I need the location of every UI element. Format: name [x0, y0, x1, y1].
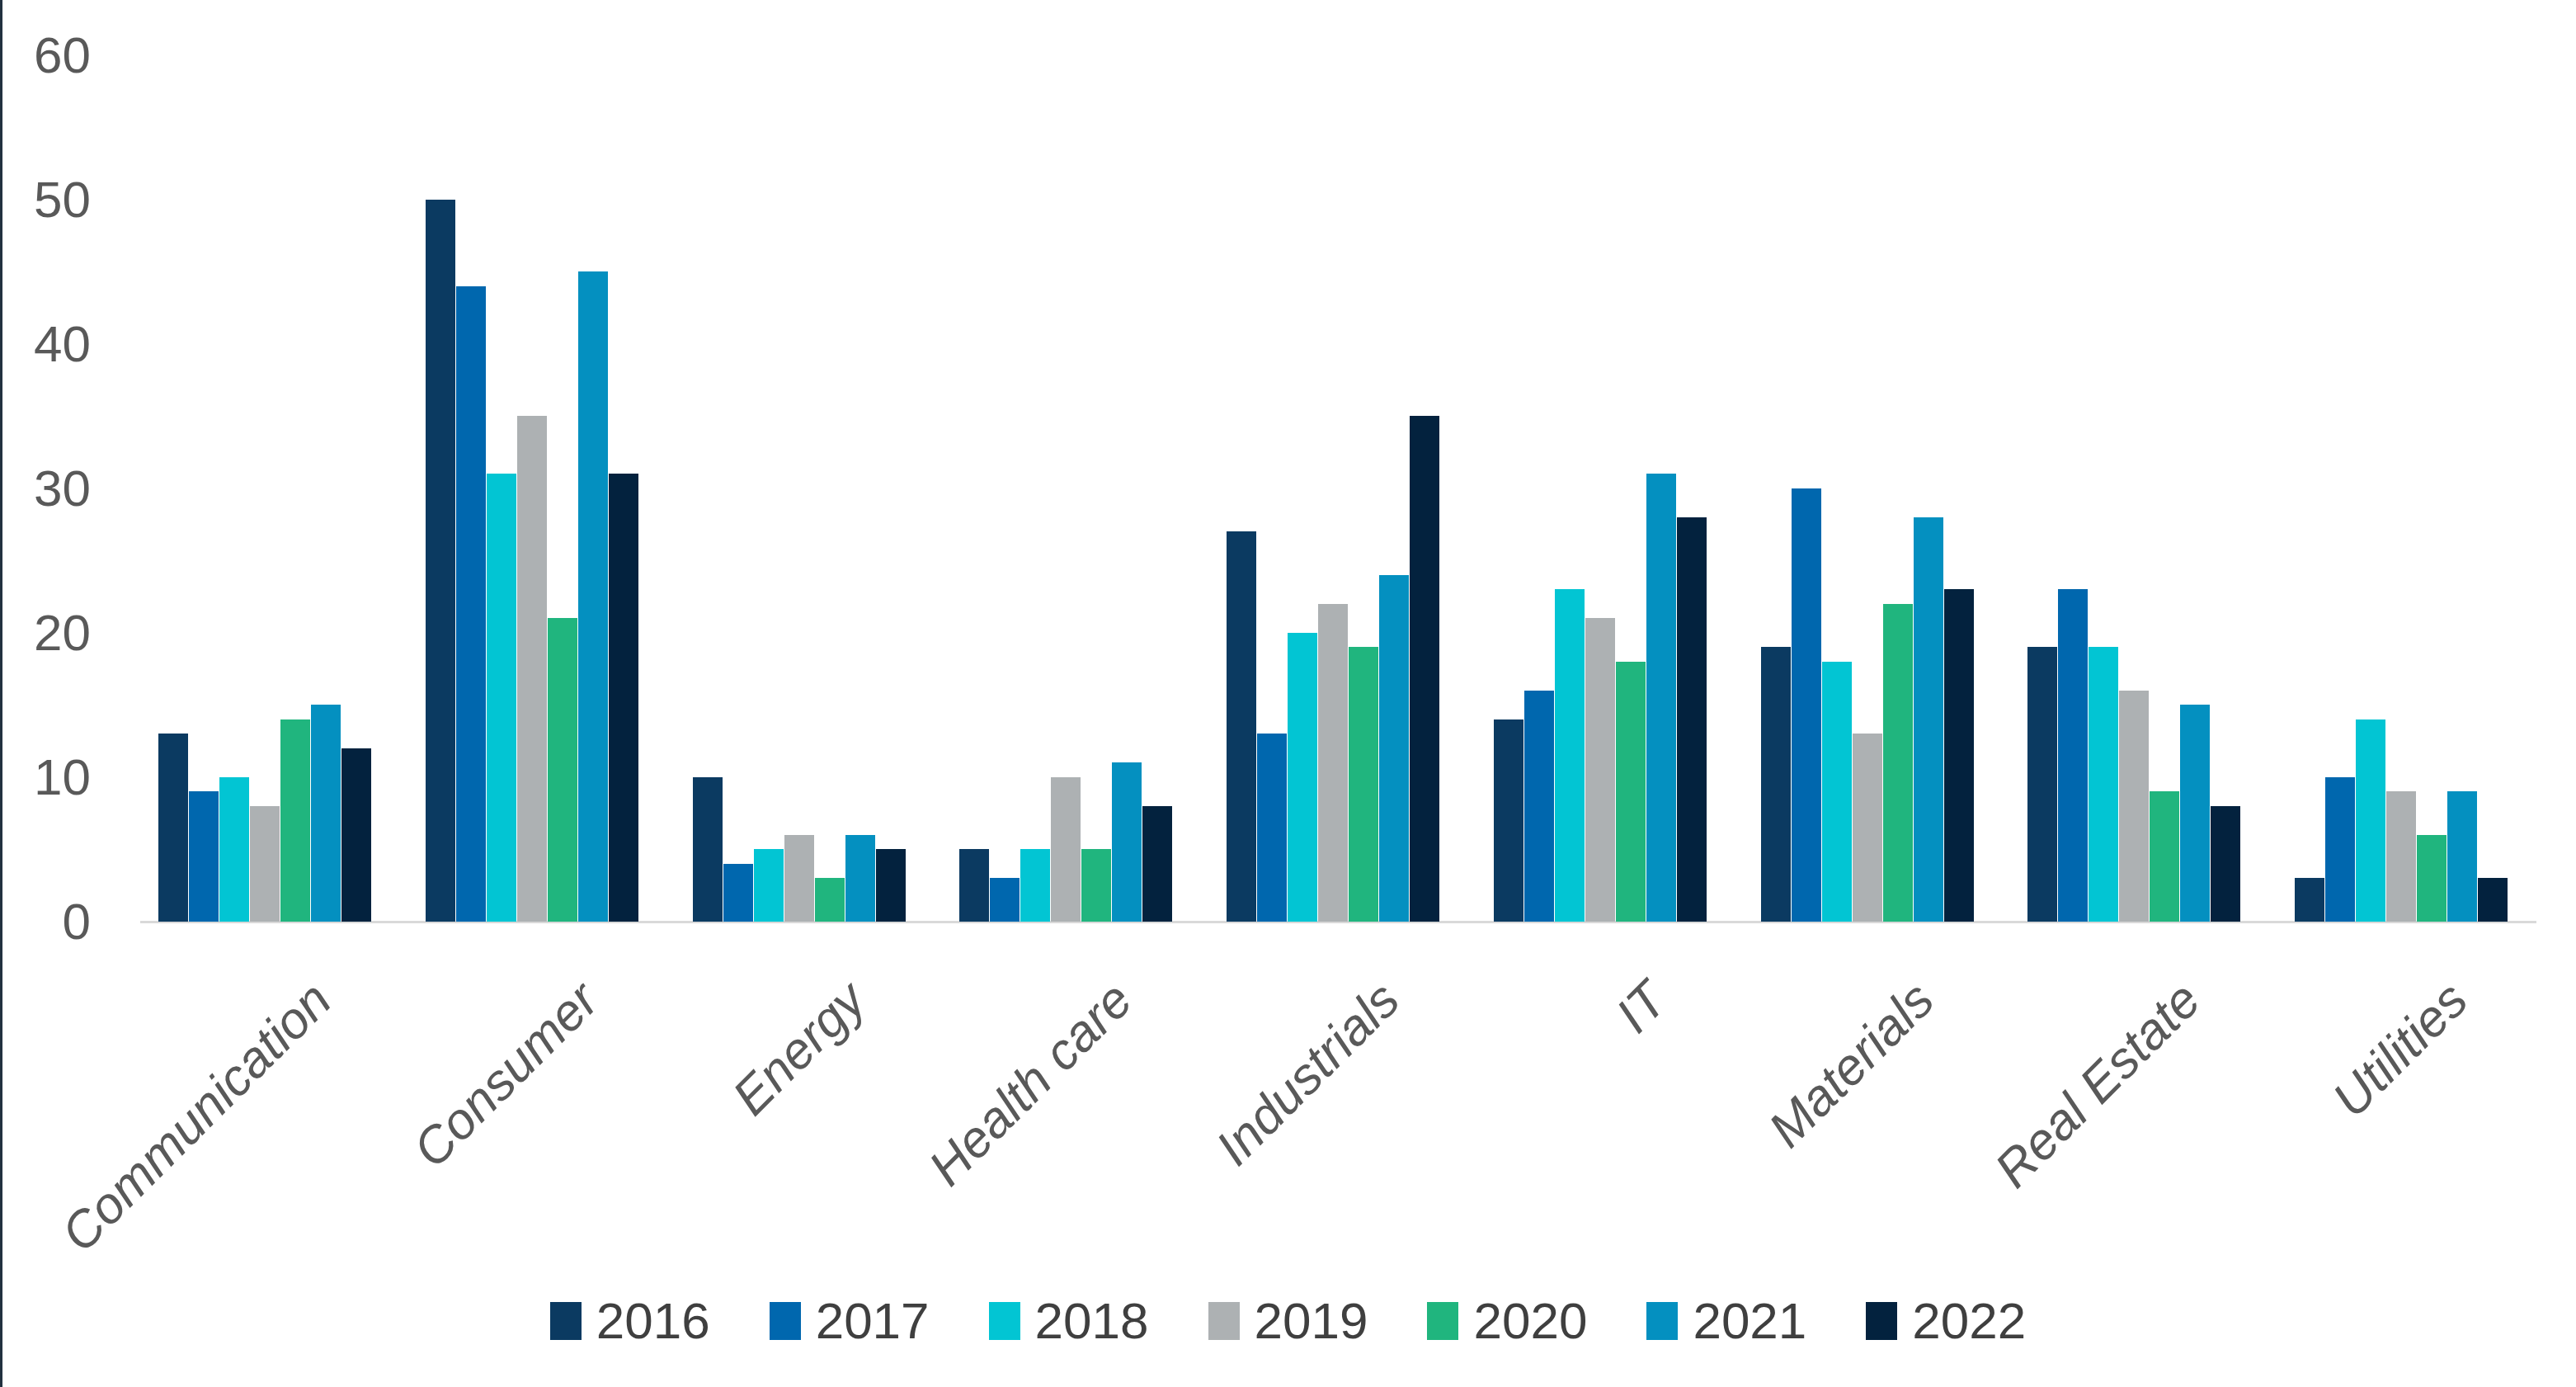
- bar-2020-materials: [1883, 604, 1913, 922]
- bar-2018-health-care: [1020, 849, 1050, 922]
- y-tick-label: 60: [0, 26, 94, 84]
- bar-2021-utilities: [2447, 791, 2477, 922]
- bar-2022-industrials: [1410, 416, 1439, 922]
- y-tick-label: 40: [0, 315, 94, 373]
- bar-2022-communication: [341, 748, 371, 922]
- legend-swatch-2019: [1208, 1302, 1240, 1340]
- bar-2016-energy: [693, 777, 723, 922]
- legend-swatch-2021: [1646, 1302, 1678, 1340]
- bar-2018-it: [1555, 589, 1585, 922]
- bar-2017-real-estate: [2058, 589, 2088, 922]
- bar-2018-real-estate: [2089, 647, 2118, 922]
- y-tick-label: 50: [0, 171, 94, 229]
- bar-2018-materials: [1822, 662, 1852, 922]
- bar-2016-consumer: [426, 200, 455, 922]
- bar-2020-health-care: [1081, 849, 1111, 922]
- legend-swatch-2016: [550, 1302, 582, 1340]
- legend-item-2018: 2018: [989, 1292, 1149, 1350]
- bar-2022-materials: [1944, 589, 1974, 922]
- legend: 2016 2017 2018 2019 2020 2021 2022: [0, 1284, 2576, 1358]
- bar-2020-industrials: [1349, 647, 1378, 922]
- bar-2017-consumer: [456, 286, 486, 922]
- bar-2019-energy: [784, 835, 814, 922]
- y-tick-label: 10: [0, 748, 94, 806]
- bar-2017-materials: [1792, 488, 1821, 922]
- bar-2019-utilities: [2386, 791, 2416, 922]
- bar-2018-energy: [754, 849, 784, 922]
- bar-2019-communication: [250, 806, 280, 922]
- bar-2022-real-estate: [2211, 806, 2240, 922]
- legend-label: 2019: [1255, 1292, 1368, 1350]
- bar-2016-industrials: [1227, 531, 1256, 922]
- bar-2020-communication: [280, 719, 310, 922]
- legend-swatch-2018: [989, 1302, 1020, 1340]
- bar-2017-it: [1524, 691, 1554, 922]
- bar-2021-industrials: [1379, 575, 1409, 922]
- bar-2020-real-estate: [2150, 791, 2179, 922]
- legend-label: 2022: [1912, 1292, 2026, 1350]
- bar-2021-materials: [1914, 517, 1943, 922]
- bar-2017-industrials: [1257, 734, 1287, 922]
- bar-2016-communication: [158, 734, 188, 922]
- bar-2021-it: [1646, 474, 1676, 922]
- legend-item-2020: 2020: [1427, 1292, 1587, 1350]
- bar-2022-health-care: [1142, 806, 1172, 922]
- bar-2021-consumer: [578, 271, 608, 922]
- legend-item-2019: 2019: [1208, 1292, 1368, 1350]
- plot-area: 0102030405060CommunicationConsumerEnergy…: [0, 0, 2576, 1387]
- y-tick-label: 0: [0, 893, 94, 951]
- bar-2022-it: [1677, 517, 1707, 922]
- bar-2017-health-care: [990, 878, 1020, 922]
- bar-2021-energy: [845, 835, 875, 922]
- bar-2019-industrials: [1318, 604, 1348, 922]
- bar-2016-health-care: [959, 849, 989, 922]
- legend-swatch-2020: [1427, 1302, 1458, 1340]
- legend-swatch-2017: [770, 1302, 801, 1340]
- bar-2022-utilities: [2478, 878, 2508, 922]
- bar-2018-utilities: [2356, 719, 2385, 922]
- legend-label: 2017: [816, 1292, 930, 1350]
- bar-2017-communication: [189, 791, 219, 922]
- grouped-bar-chart: 0102030405060CommunicationConsumerEnergy…: [0, 0, 2576, 1387]
- bar-2017-utilities: [2325, 777, 2355, 922]
- legend-item-2017: 2017: [770, 1292, 930, 1350]
- bar-2021-real-estate: [2180, 705, 2210, 922]
- bar-2020-consumer: [548, 618, 577, 922]
- bar-2021-communication: [311, 705, 341, 922]
- bar-2016-real-estate: [2027, 647, 2057, 922]
- legend-swatch-2022: [1866, 1302, 1897, 1340]
- bar-2020-it: [1616, 662, 1646, 922]
- bar-2018-communication: [219, 777, 249, 922]
- bar-2022-consumer: [609, 474, 638, 922]
- y-tick-label: 20: [0, 604, 94, 662]
- bar-2016-it: [1494, 719, 1523, 922]
- bar-2020-utilities: [2417, 835, 2446, 922]
- legend-label: 2021: [1693, 1292, 1806, 1350]
- legend-label: 2016: [596, 1292, 710, 1350]
- bar-2018-industrials: [1288, 633, 1317, 922]
- legend-item-2021: 2021: [1646, 1292, 1806, 1350]
- bar-2022-energy: [876, 849, 906, 922]
- bar-2019-real-estate: [2119, 691, 2149, 922]
- legend-label: 2018: [1035, 1292, 1149, 1350]
- legend-label: 2020: [1473, 1292, 1587, 1350]
- bar-2020-energy: [815, 878, 845, 922]
- y-tick-label: 30: [0, 460, 94, 517]
- bar-2016-materials: [1761, 647, 1791, 922]
- bar-2019-consumer: [517, 416, 547, 922]
- bar-2019-it: [1585, 618, 1615, 922]
- bar-2019-materials: [1853, 734, 1882, 922]
- bar-2021-health-care: [1112, 762, 1142, 922]
- bar-2017-energy: [723, 864, 753, 922]
- bar-2018-consumer: [487, 474, 516, 922]
- bar-2016-utilities: [2295, 878, 2324, 922]
- legend-item-2016: 2016: [550, 1292, 710, 1350]
- legend-item-2022: 2022: [1866, 1292, 2026, 1350]
- bar-2019-health-care: [1051, 777, 1081, 922]
